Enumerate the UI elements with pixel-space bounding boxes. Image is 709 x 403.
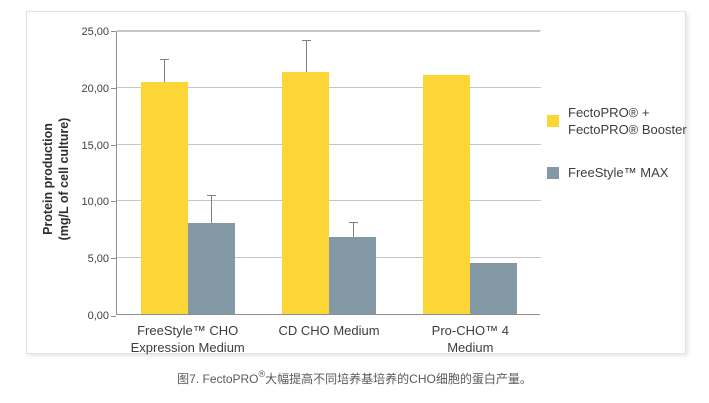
error-bar-stem — [211, 195, 213, 224]
bar-fectopro-group1 — [140, 82, 188, 314]
y-axis-tick — [111, 258, 116, 260]
plot-area: 0,00 5,00 10,00 15,00 20,00 25,00 FreeStyle™ C… — [81, 26, 541, 355]
y-tick-label: 5,00 — [87, 253, 109, 266]
error-bar-stem — [352, 223, 354, 237]
legend-label-line: FreeStyle™ MAX — [568, 165, 669, 180]
x-category-label: Pro-CHO™ 4 Medium — [390, 322, 550, 356]
y-axis-tick — [111, 201, 116, 203]
gridline — [117, 86, 541, 88]
y-axis-tick — [111, 31, 116, 32]
legend-swatch — [547, 115, 559, 127]
x-category-label: CD CHO Medium — [249, 322, 409, 339]
y-tick-label: 0,00 — [87, 310, 109, 322]
gridline — [117, 143, 541, 145]
legend-item: FectoPRO® + FectoPRO® Booster — [547, 104, 687, 138]
figure-caption: 图7. FectoPRO®大幅提高不同培养基培养的CHO细胞的蛋白产量。 — [0, 366, 709, 388]
legend-label-line: FectoPRO® + — [568, 105, 650, 120]
legend-label-line: FectoPRO® Booster — [568, 122, 687, 137]
gridline — [117, 200, 541, 202]
error-bar-cap — [348, 222, 358, 224]
bar-freestyle-max-group2 — [329, 236, 376, 314]
y-axis-title-line1: Protein production — [41, 123, 55, 235]
bar-fectopro-group3 — [423, 75, 471, 314]
x-category-label-line: Medium — [447, 340, 494, 355]
bar-freestyle-max-group1 — [187, 223, 235, 314]
error-bar-cap — [301, 40, 311, 42]
legend-label: FectoPRO® + FectoPRO® Booster — [568, 104, 687, 138]
error-bar-cap — [160, 58, 170, 60]
caption-suffix: 大幅提高不同培养基培养的CHO细胞的蛋白产量。 — [265, 372, 532, 386]
y-tick-label: 15,00 — [81, 139, 109, 152]
y-tick-label: 20,00 — [81, 82, 109, 95]
y-axis-tick — [111, 316, 116, 317]
y-tick-label: 25,00 — [81, 26, 109, 38]
x-category-label-line: FreeStyle™ CHO — [137, 323, 239, 338]
bar-fectopro-group2 — [282, 72, 329, 314]
x-category-label-line: Pro-CHO™ 4 — [431, 323, 509, 338]
gridline — [117, 30, 541, 31]
caption-prefix: 图7. FectoPRO — [177, 372, 259, 386]
legend-item: FreeStyle™ MAX — [547, 164, 668, 181]
y-axis-title-line2: (mg/L of cell culture) — [57, 117, 71, 241]
y-axis-tick — [111, 144, 116, 146]
error-bar-cap — [207, 194, 217, 196]
y-axis-title: Protein production (mg/L of cell culture… — [40, 118, 72, 241]
legend-swatch — [547, 166, 559, 179]
error-bar-stem — [305, 41, 307, 73]
x-category-label-line: CD CHO Medium — [278, 323, 380, 338]
x-category-label: FreeStyle™ CHO Expression Medium — [108, 322, 268, 356]
x-category-label-line: Expression Medium — [130, 340, 245, 355]
error-bar-stem — [164, 59, 166, 83]
y-axis-tick — [111, 87, 116, 89]
caption-registered-mark: ® — [258, 369, 266, 379]
y-tick-label: 10,00 — [81, 196, 109, 209]
bar-freestyle-max-group3 — [470, 262, 518, 314]
legend-label: FreeStyle™ MAX — [568, 164, 668, 181]
chart-panel: Protein production (mg/L of cell culture… — [26, 11, 687, 355]
